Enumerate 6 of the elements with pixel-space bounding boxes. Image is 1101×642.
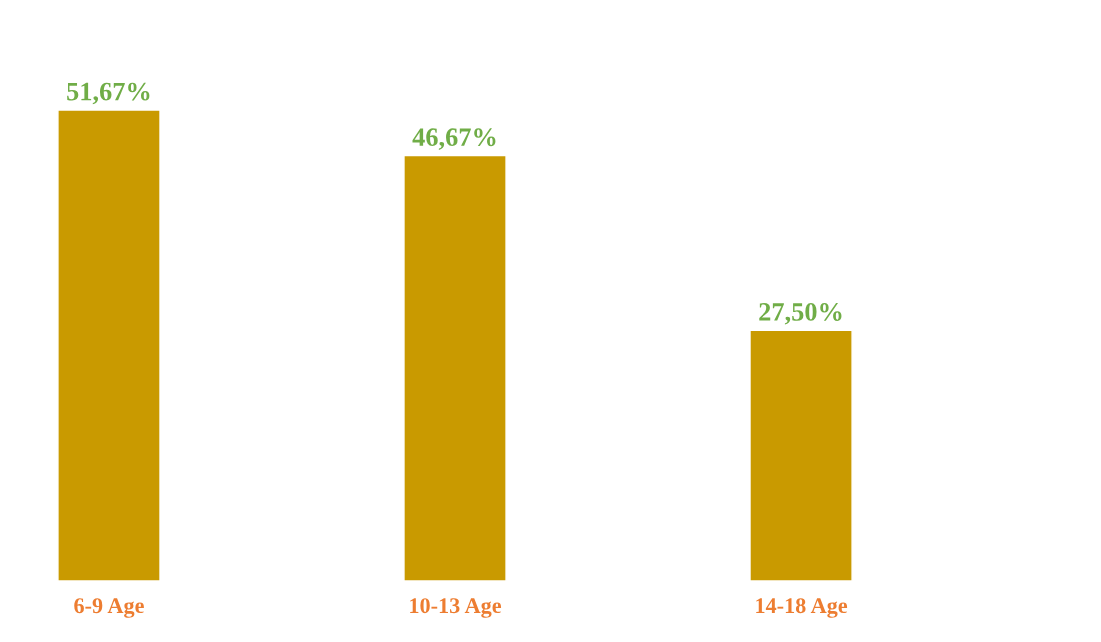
data-label: 46,67% (412, 128, 496, 150)
data-label: 27,50% (759, 302, 842, 325)
data-label: 51,67% (67, 82, 150, 105)
x-tick-label: 10-13 Age (410, 598, 502, 618)
x-tick-label: 6-9 Age (74, 598, 144, 618)
x-tick-label: 14-18 Age (756, 598, 848, 618)
